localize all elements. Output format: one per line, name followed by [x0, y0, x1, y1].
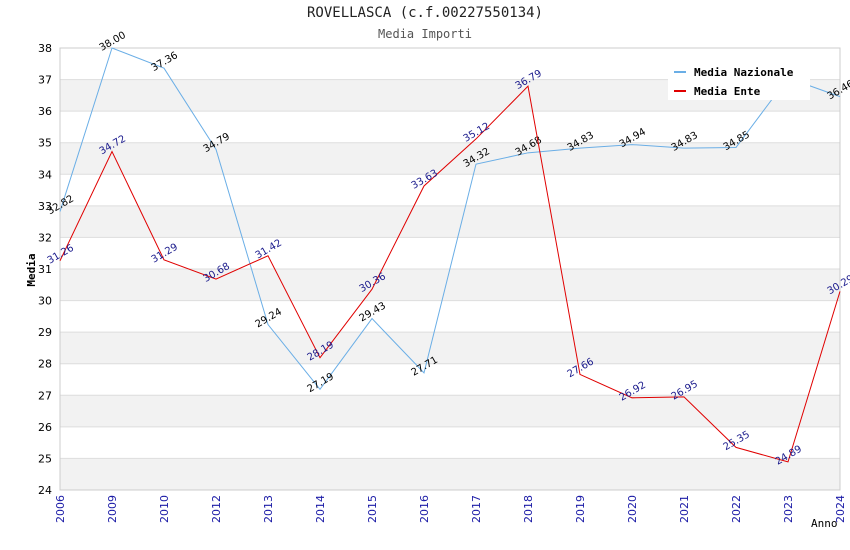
x-tick-label: 2021: [678, 495, 691, 523]
x-tick-label: 2006: [54, 495, 67, 523]
x-tick-label: 2024: [834, 495, 847, 523]
y-tick-label: 31: [38, 263, 52, 276]
legend-entry: Media Nazionale: [694, 66, 794, 79]
x-tick-label: 2009: [106, 495, 119, 523]
data-label-nazionale: 37.36: [150, 50, 180, 74]
grid-band: [60, 205, 840, 238]
x-tick-label: 2013: [262, 495, 275, 523]
y-tick-label: 34: [38, 168, 52, 181]
y-tick-label: 26: [38, 421, 52, 434]
x-tick-label: 2015: [366, 495, 379, 523]
data-label-ente: 31.29: [150, 242, 180, 266]
data-label-nazionale: 29.24: [254, 306, 284, 330]
x-tick-label: 2016: [418, 495, 431, 523]
x-axis-title: Anno: [811, 517, 838, 530]
x-tick-label: 2018: [522, 495, 535, 523]
x-tick-label: 2017: [470, 495, 483, 523]
legend-entry: Media Ente: [694, 85, 761, 98]
series-line-media-ente: [59, 85, 841, 463]
x-tick-label: 2010: [158, 495, 171, 523]
data-label-nazionale: 38.00: [98, 30, 128, 54]
x-tick-label: 2019: [574, 495, 587, 523]
y-tick-label: 24: [38, 484, 52, 497]
data-label-ente: 35.12: [462, 121, 492, 145]
data-label-ente: 25.35: [722, 429, 752, 453]
x-tick-label: 2020: [626, 495, 639, 523]
y-tick-label: 38: [38, 42, 52, 55]
y-tick-label: 36: [38, 105, 52, 118]
grid-band: [60, 395, 840, 427]
x-tick-label: 2023: [782, 495, 795, 523]
plot-area: [59, 47, 841, 491]
y-tick-label: 33: [38, 200, 52, 213]
y-axis-title: Media: [25, 253, 38, 286]
y-tick-label: 29: [38, 326, 52, 339]
chart-subtitle: Media Importi: [378, 27, 472, 41]
grid-band: [60, 332, 840, 364]
y-tick-label: 35: [38, 137, 52, 150]
y-tick-label: 30: [38, 295, 52, 308]
chart-title: ROVELLASCA (c.f.00227550134): [306, 5, 543, 21]
data-label-ente: 31.26: [46, 243, 76, 267]
legend-box: [668, 58, 810, 100]
x-tick-label: 2012: [210, 495, 223, 523]
data-label-nazionale: 29.43: [358, 300, 388, 324]
grid-band: [60, 269, 840, 301]
y-tick-label: 28: [38, 358, 52, 371]
y-tick-label: 32: [38, 231, 52, 244]
y-tick-label: 25: [38, 452, 52, 465]
x-tick-label: 2022: [730, 495, 743, 523]
grid-band: [60, 458, 840, 490]
y-tick-label: 27: [38, 389, 52, 402]
x-tick-label: 2014: [314, 495, 327, 523]
y-tick-label: 37: [38, 74, 52, 87]
data-label-nazionale: 27.19: [306, 371, 336, 395]
series-line-media-nazionale: [59, 47, 841, 391]
